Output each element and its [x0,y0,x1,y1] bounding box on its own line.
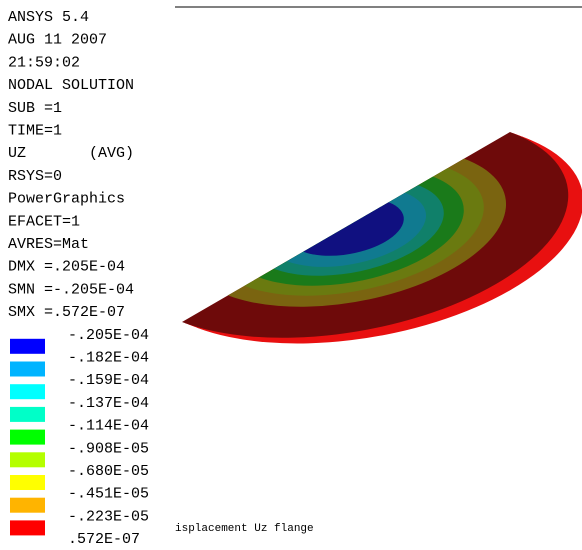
header-line: PowerGraphics [8,191,125,208]
header-line: EFACET=1 [8,213,80,230]
header-line: NODAL SOLUTION [8,77,134,94]
header-line: DMX =.205E-04 [8,259,125,276]
legend-swatch [10,384,45,399]
legend-swatch [10,452,45,467]
flange-model [182,132,582,385]
legend-label: -.205E-04 [68,327,149,344]
legend-swatch [10,362,45,377]
header-line: AVRES=Mat [8,236,89,253]
legend-label: -.680E-05 [68,463,149,480]
legend-label: -.908E-05 [68,440,149,457]
legend-swatch [10,407,45,422]
legend-label: -.159E-04 [68,372,149,389]
legend-label: -.451E-05 [68,486,149,503]
header-line: 21:59:02 [8,54,80,71]
ansys-window: isplacement Uz flange ANSYS 5.4 AUG 11 20… [0,0,582,550]
header-line: AUG 11 2007 [8,32,107,49]
legend-label: -.114E-04 [68,418,149,435]
legend-label: .572E-07 [68,531,140,548]
legend-swatch [10,430,45,445]
legend-swatch [10,498,45,513]
header-line: UZ (AVG) [8,145,134,162]
legend-label: -.223E-05 [68,508,149,525]
legend-swatch [10,339,45,354]
header-line: ANSYS 5.4 [8,9,89,26]
header-line: SMN =-.205E-04 [8,281,134,298]
plot-caption: isplacement Uz flange [175,523,314,535]
header-line: RSYS=0 [8,168,62,185]
legend-swatch [10,520,45,535]
header-line: TIME=1 [8,122,62,139]
legend-swatch [10,475,45,490]
header-line: SUB =1 [8,100,62,117]
header-line: SMX =.572E-07 [8,304,125,321]
legend-label: -.182E-04 [68,349,149,366]
legend-label: -.137E-04 [68,395,149,412]
